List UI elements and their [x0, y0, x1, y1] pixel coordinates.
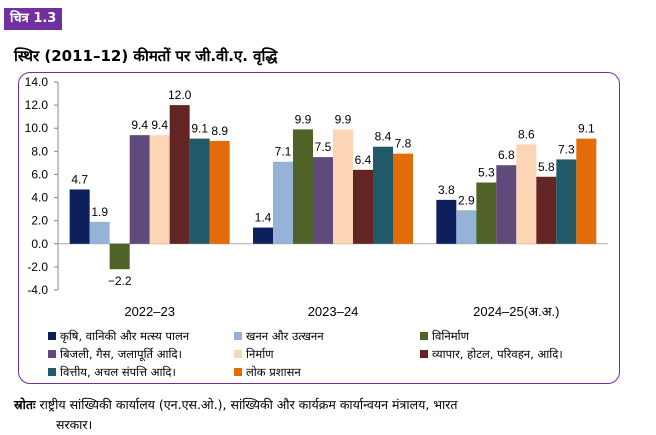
bar-value-label: 9.9 [295, 112, 312, 126]
bar-value-label: 8.4 [375, 130, 392, 144]
bar-value-label: 5.3 [478, 166, 495, 180]
legend-label: बिजली, गैस, जलापूर्ति आदि। [60, 347, 182, 362]
bar [456, 210, 477, 244]
y-tick-label: 2.0 [31, 214, 48, 228]
bar [576, 138, 597, 244]
legend-swatch [48, 350, 56, 358]
bar-value-label: 1.9 [91, 205, 108, 219]
bar-value-label: 3.8 [438, 183, 455, 197]
bar-value-label: 9.9 [335, 112, 352, 126]
y-tick-label: 6.0 [31, 167, 48, 181]
bar-value-label: 4.7 [71, 172, 88, 186]
legend-label: व्यापार, होटल, परिवहन, आदि। [432, 347, 563, 361]
source-label: स्रोतः [14, 397, 36, 412]
legend-swatch [420, 350, 428, 358]
bar-value-label: 7.5 [315, 140, 332, 154]
bar [496, 165, 517, 244]
bar [556, 159, 577, 244]
bar [253, 227, 273, 244]
bar-value-label: 9.1 [578, 122, 595, 136]
bar [129, 135, 150, 244]
bar [293, 129, 313, 244]
bar [69, 189, 90, 244]
bar-value-label: 7.8 [395, 137, 412, 151]
bar-value-label: 9.4 [131, 118, 148, 132]
bar [476, 182, 497, 244]
bar-value-label: 8.9 [211, 124, 228, 138]
bar-value-label: 12.0 [168, 88, 192, 102]
legend-label: खनन और उत्खनन [246, 329, 324, 343]
y-tick-label: 14.0 [25, 75, 49, 89]
bar-value-label: 7.1 [275, 145, 292, 159]
bar [353, 169, 373, 244]
y-tick-label: 8.0 [31, 144, 48, 158]
chart-svg: 14.0 12.0 10.0 8.0 6.0 4.0 2.0 0.0 -2.0 -4.0 4.7 1.… [25, 75, 608, 379]
y-tick-label: 4.0 [31, 191, 48, 205]
bar [516, 144, 537, 244]
x-category-label: 2023–24 [308, 304, 359, 319]
chart-title: स्थिर (2011–12) कीमतों पर जी.वी.ए. वृद्ध… [14, 47, 278, 65]
bar-value-label: 5.8 [538, 160, 555, 174]
y-tick-label: 10.0 [25, 121, 49, 135]
y-tick-label: -2.0 [27, 260, 48, 274]
bar-value-label: 2.9 [458, 193, 475, 207]
x-category-label: 2024–25(अ.अ.) [473, 304, 559, 319]
bar-value-label: 6.8 [498, 148, 515, 162]
legend-label: कृषि, वानिकी और मत्स्य पालन [60, 329, 190, 344]
bar [536, 176, 557, 244]
bar [393, 153, 413, 244]
legend-label: विनिर्माण [432, 329, 470, 343]
bar-value-label: 1.4 [255, 211, 272, 225]
bar [333, 129, 353, 244]
source-text-line1: राष्ट्रीय सांख्यिकी कार्यालय (एन.एस.ओ.),… [39, 397, 458, 412]
bar [209, 140, 230, 244]
y-tick-label: 0.0 [31, 237, 48, 251]
legend-swatch [48, 368, 56, 376]
legend-swatch [234, 350, 242, 358]
legend-label: निर्माण [246, 347, 274, 361]
bar-value-label: 6.4 [355, 153, 372, 167]
x-category-label: 2022–23 [124, 304, 175, 319]
bar [149, 135, 170, 244]
legend-swatch [48, 332, 56, 340]
bar [109, 243, 130, 270]
bar [89, 221, 110, 244]
bar-value-label: 7.3 [558, 142, 575, 156]
bar [273, 161, 293, 244]
figure-label: चित्र 1.3 [4, 8, 63, 30]
legend-swatch [234, 332, 242, 340]
bar [313, 157, 333, 244]
bar [169, 105, 190, 244]
bar [373, 146, 393, 244]
legend-label: वित्तीय, अचल संपत्ति आदि। [60, 365, 176, 379]
source-text-line2: सरकार। [56, 417, 93, 432]
bar-value-label: 9.1 [191, 122, 208, 136]
y-tick-label: -4.0 [27, 283, 48, 297]
bar-value-label: −2.2 [108, 274, 132, 288]
legend-swatch [234, 368, 242, 376]
bar [189, 138, 210, 244]
chart-frame [18, 72, 620, 384]
legend-swatch [420, 332, 428, 340]
legend-label: लोक प्रशासन [246, 365, 301, 379]
source-note: स्रोतः राष्ट्रीय सांख्यिकी कार्यालय (एन.… [14, 395, 634, 435]
bar-value-label: 8.6 [518, 127, 535, 141]
bar [436, 199, 457, 244]
y-tick-label: 12.0 [25, 98, 49, 112]
bar-value-label: 9.4 [151, 118, 168, 132]
